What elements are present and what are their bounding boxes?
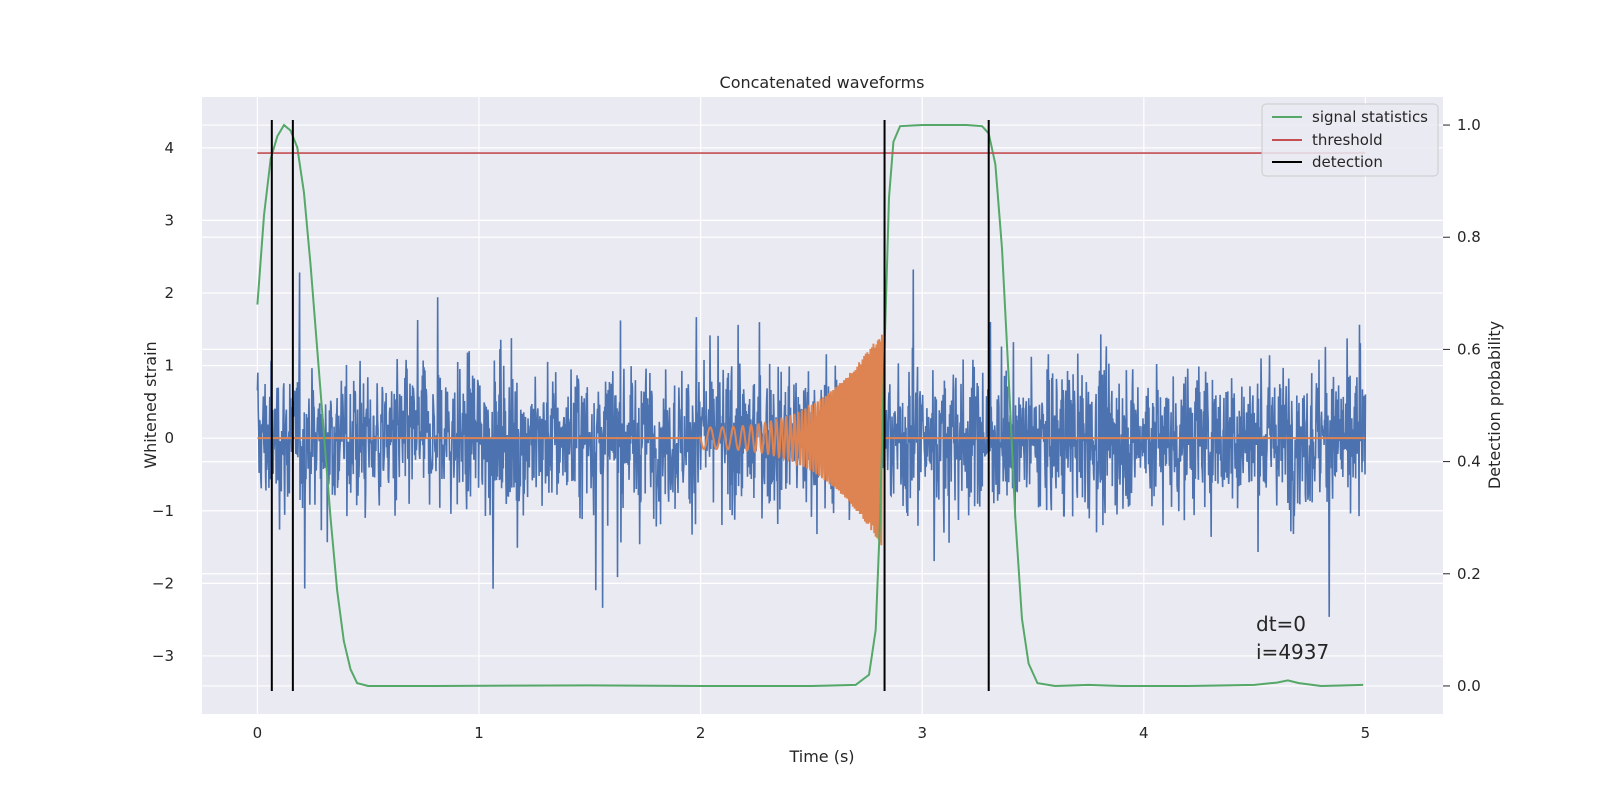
x-tick-label: 0 bbox=[253, 724, 263, 742]
signal-statistics-series bbox=[256, 123, 1364, 687]
y-right-tick-label: 0.6 bbox=[1457, 340, 1481, 358]
legend: signal statistics threshold detection bbox=[1261, 103, 1439, 177]
signal-statistics-line bbox=[256, 123, 1364, 687]
y-left-tick-label: 1 bbox=[164, 357, 174, 375]
noise-series bbox=[256, 269, 1367, 617]
x-tick-label: 4 bbox=[1139, 724, 1149, 742]
y-axis-label-left: Whitened strain bbox=[141, 341, 160, 468]
y-left-tick-label: 0 bbox=[164, 429, 174, 447]
y-right-tick-label: 0.8 bbox=[1457, 228, 1481, 246]
x-tick-label: 3 bbox=[917, 724, 927, 742]
x-tick-label: 5 bbox=[1361, 724, 1371, 742]
y-left-tick-label: −1 bbox=[152, 502, 174, 520]
legend-label-threshold: threshold bbox=[1312, 131, 1383, 149]
x-axis-label: Time (s) bbox=[788, 747, 854, 766]
legend-box bbox=[1261, 103, 1439, 177]
chirp-series bbox=[257, 334, 1366, 546]
annotation-index: i=4937 bbox=[1256, 640, 1329, 664]
y-left-tick-label: 4 bbox=[164, 139, 174, 157]
y-left-tick-label: −2 bbox=[152, 574, 174, 592]
chart-title: Concatenated waveforms bbox=[720, 73, 925, 92]
annotation-dt: dt=0 bbox=[1256, 612, 1306, 636]
legend-label-detection: detection bbox=[1312, 153, 1383, 171]
noise-line bbox=[256, 269, 1367, 617]
ticks: 0 1 2 3 4 5 −3 −2 −1 0 1 2 3 4 0.0 0.2 0.4 0.6 0.8 1.0 bbox=[152, 116, 1481, 742]
y-right-tick-label: 0.0 bbox=[1457, 677, 1481, 695]
x-tick-label: 2 bbox=[696, 724, 706, 742]
y-left-tick-label: −3 bbox=[152, 647, 174, 665]
y-axis-label-right: Detection probability bbox=[1485, 321, 1504, 489]
y-right-tick-label: 1.0 bbox=[1457, 116, 1481, 134]
detection-series bbox=[270, 120, 990, 691]
y-left-tick-label: 3 bbox=[164, 211, 174, 229]
y-right-tick-label: 0.2 bbox=[1457, 565, 1481, 583]
y-left-tick-label: 2 bbox=[164, 284, 174, 302]
y-right-tick-label: 0.4 bbox=[1457, 453, 1481, 471]
chirp-line bbox=[257, 334, 1366, 546]
legend-label-signal-statistics: signal statistics bbox=[1312, 108, 1428, 126]
x-tick-label: 1 bbox=[474, 724, 484, 742]
